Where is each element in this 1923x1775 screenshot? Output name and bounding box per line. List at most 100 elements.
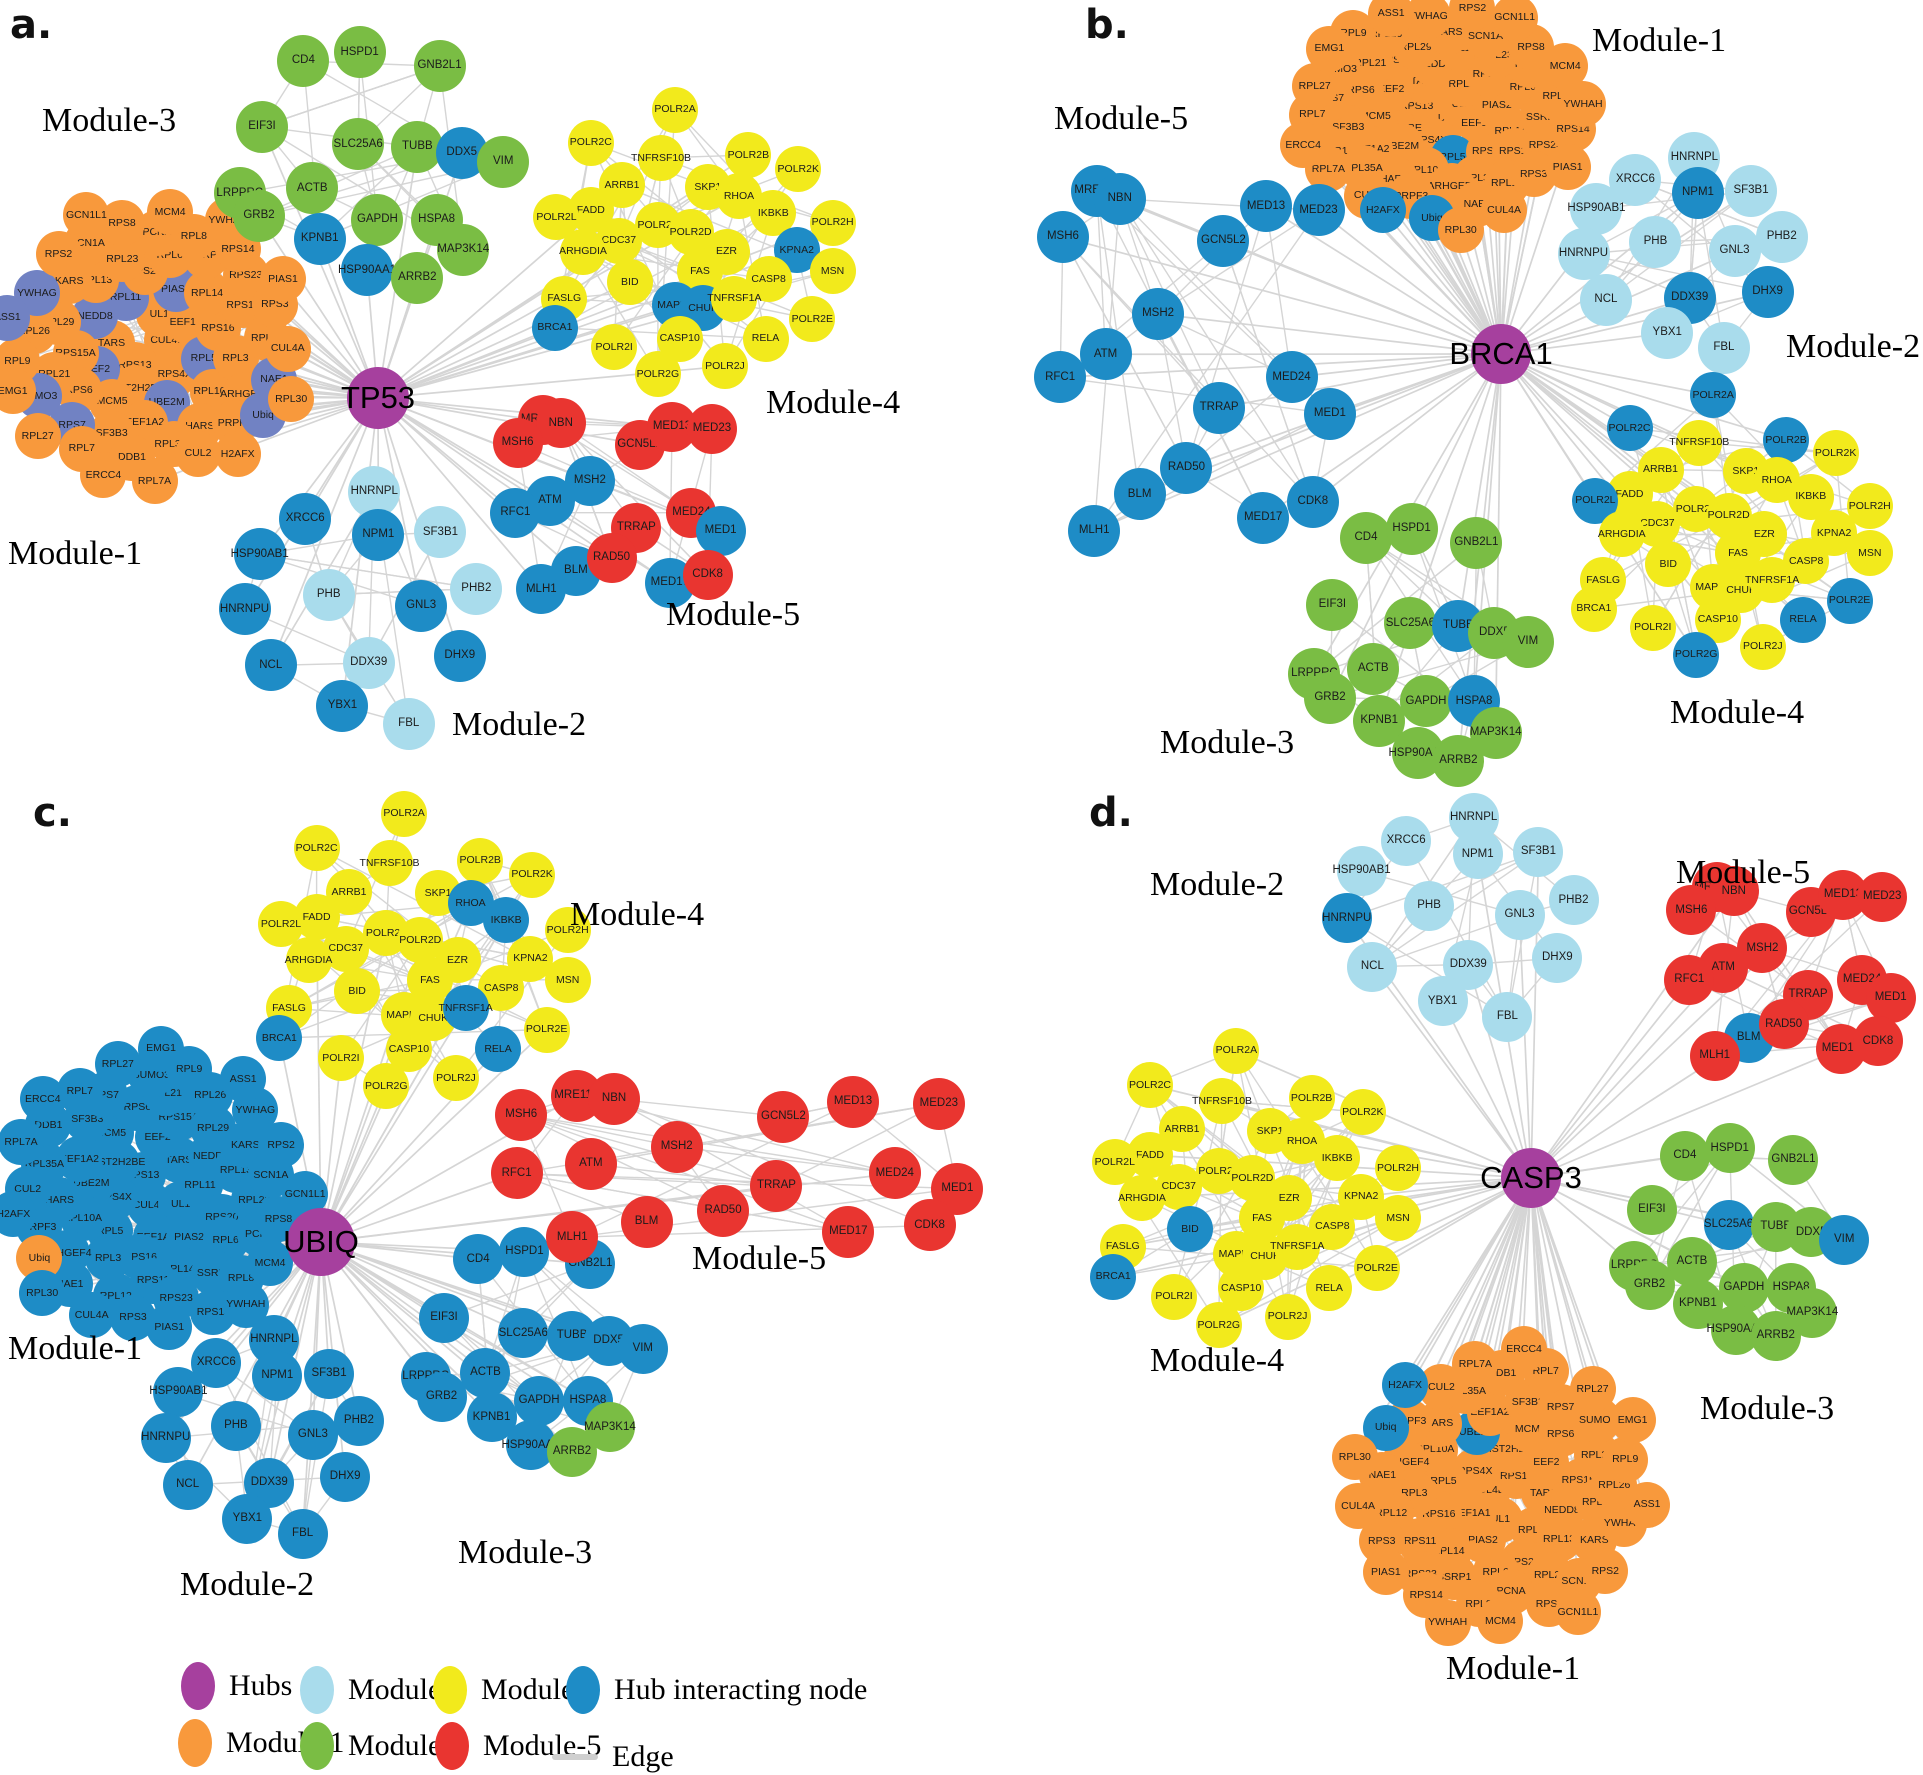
node-ATM: ATM [564,1137,617,1190]
node-DHX9: DHX9 [1741,266,1794,318]
node-MLH1: MLH1 [1068,504,1121,557]
node-ARHGDIA: ARHGDIA [1118,1175,1166,1221]
hub-node-TP53: TP53 [341,367,415,429]
module-label-module-4-panel-b: Module-4 [1670,694,1805,731]
node-BRCA1: BRCA1 [1090,1253,1137,1300]
node-POLR2G: POLR2G [1195,1302,1242,1349]
node-ARHGDIA: ARHGDIA [559,228,607,275]
node-NBN: NBN [1093,172,1146,225]
node-PHB: PHB [1629,216,1682,268]
node-GNB2L1: GNB2L1 [1450,516,1503,569]
node-SF3B1: SF3B1 [1725,165,1778,217]
node-MED13: MED13 [1240,180,1292,233]
node-POLR2I: POLR2I [317,1034,364,1081]
node-EIF3I: EIF3I [418,1292,469,1343]
node-CUL2: CUL2 [175,430,221,477]
node-DHX9: DHX9 [433,629,486,682]
node-PHB2: PHB2 [450,562,503,615]
node-MLH1: MLH1 [546,1211,599,1264]
node-PHB: PHB [1404,880,1455,931]
node-MSN: MSN [809,247,856,294]
node-PIAS1: PIAS1 [1362,1549,1409,1596]
node-TNFRSF10B: TNFRSF10B [1192,1077,1252,1124]
node-BRCA1: BRCA1 [1570,585,1617,632]
node-POLR2B: POLR2B [725,132,772,179]
module-label-module-3-panel-c: Module-3 [458,1534,593,1571]
module-label-module-3-panel-a: Module-3 [42,102,177,139]
node-ACTB: ACTB [286,162,339,215]
node-MSN: MSN [1375,1195,1421,1242]
node-EMG1: EMG1 [1609,1396,1656,1443]
node-RPS2: RPS2 [1582,1548,1629,1595]
node-PHB: PHB [302,568,355,621]
node-HNRNPU: HNRNPU [1321,893,1372,944]
node-RELA: RELA [1306,1265,1353,1312]
node-RPS2: RPS2 [35,231,82,278]
node-NCL: NCL [1347,941,1398,992]
node-RPL30: RPL30 [19,1270,66,1317]
node-EIF3I: EIF3I [235,100,288,153]
node-RPL27: RPL27 [14,412,61,459]
node-RFC1: RFC1 [1034,351,1087,404]
node-RPL27: RPL27 [1569,1366,1616,1413]
node-SLC25A6: SLC25A6 [1703,1199,1754,1250]
hub-label: BRCA1 [1449,336,1553,371]
node-HSP90AB1: HSP90AB1 [1567,183,1626,235]
node-RPL30: RPL30 [1331,1434,1378,1481]
node-NPM1: NPM1 [252,1350,303,1401]
node-PIAS1: PIAS1 [259,256,306,303]
node-MSH6: MSH6 [492,417,543,468]
node-MAP3K14: MAP3K14 [437,224,490,277]
node-MSH2: MSH2 [1132,288,1185,340]
node-GRB2: GRB2 [1304,671,1356,724]
node-PIAS1: PIAS1 [1544,144,1591,191]
node-SF3B1: SF3B1 [304,1348,355,1399]
module-label-module-4-panel-c: Module-4 [570,896,705,933]
panel-letter-d: d. [1089,790,1133,836]
node-SF3B1: SF3B1 [414,506,467,559]
node-POLR2K: POLR2K [775,145,822,192]
node-CDK8: CDK8 [1286,476,1339,529]
node-CUL4A: CUL4A [68,1292,115,1339]
node-ERCC4: ERCC4 [1501,1326,1548,1373]
node-ACTB: ACTB [1347,642,1400,695]
node-DHX9: DHX9 [1532,933,1583,984]
node-CD4: CD4 [1659,1130,1710,1181]
node-TNFRSF10B: TNFRSF10B [359,840,420,887]
node-MCM4: MCM4 [147,189,194,236]
node-POLR2B: POLR2B [1288,1074,1335,1121]
node-VIM: VIM [477,135,530,188]
node-EIF3I: EIF3I [1626,1185,1677,1236]
node-TRRAP: TRRAP [750,1160,803,1213]
node-MED23: MED23 [912,1077,965,1130]
node-NBN: NBN [535,398,586,449]
node-HSPD1: HSPD1 [1385,502,1438,555]
node-NCL: NCL [244,639,297,692]
hub-label: UBIQ [283,1224,359,1259]
node-ASS1: ASS1 [220,1056,267,1103]
node-CUL4A: CUL4A [1335,1483,1382,1530]
node-TNFRSF10B: TNFRSF10B [631,134,691,181]
node-RPL30: RPL30 [268,375,315,422]
node-BID: BID [606,259,653,306]
node-POLR2E: POLR2E [523,1006,570,1053]
hub-node-CASP3: CASP3 [1480,1148,1582,1208]
node-MCM4: MCM4 [1477,1597,1524,1644]
node-POLR2A: POLR2A [1690,372,1737,419]
node-MED24: MED24 [868,1147,921,1200]
node-MED17: MED17 [1237,491,1290,544]
node-BLM: BLM [1113,468,1166,521]
module-label-module-2-panel-d: Module-2 [1150,866,1285,903]
node-CUL4A: CUL4A [264,325,311,372]
node-GCN5L2: GCN5L2 [1197,215,1250,268]
node-ASS1: ASS1 [1624,1481,1670,1528]
node-RPL7A: RPL7A [1452,1340,1499,1387]
hub-node-BRCA1: BRCA1 [1449,324,1553,384]
node-RFC1: RFC1 [1664,954,1715,1005]
node-MLH1: MLH1 [516,564,567,615]
node-YBX1: YBX1 [316,679,369,732]
node-HSP90AB1: HSP90AB1 [1333,846,1391,897]
node-GNB2L1: GNB2L1 [413,40,466,93]
node-BID: BID [1167,1206,1213,1253]
node-XRCC6: XRCC6 [1381,815,1432,866]
